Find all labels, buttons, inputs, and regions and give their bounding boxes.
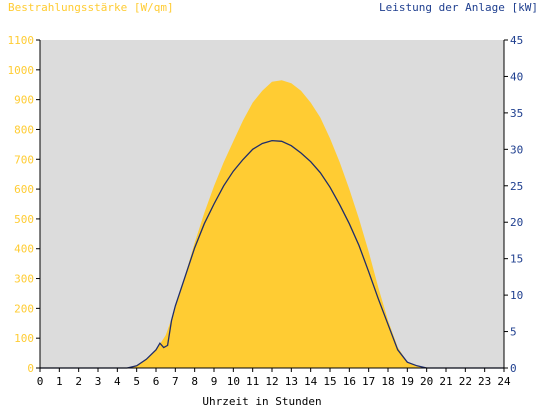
- x-tick-label: 10: [227, 375, 240, 388]
- left-tick-label: 500: [14, 213, 34, 226]
- right-tick-label: 15: [510, 253, 523, 266]
- left-tick-label: 1000: [8, 64, 35, 77]
- x-tick-label: 11: [246, 375, 259, 388]
- right-tick-label: 10: [510, 289, 523, 302]
- right-tick-label: 20: [510, 216, 523, 229]
- right-axis-label: Leistung der Anlage [kW]: [379, 1, 538, 14]
- left-tick-label: 800: [14, 123, 34, 136]
- x-tick-label: 21: [439, 375, 452, 388]
- left-tick-label: 900: [14, 94, 34, 107]
- left-tick-label: 200: [14, 302, 34, 315]
- left-tick-label: 0: [27, 362, 34, 375]
- x-tick-label: 2: [75, 375, 82, 388]
- x-tick-label: 14: [304, 375, 318, 388]
- x-tick-label: 5: [133, 375, 140, 388]
- x-tick-label: 12: [265, 375, 278, 388]
- right-tick-label: 0: [510, 362, 517, 375]
- left-axis-label: Bestrahlungsstärke [W/qm]: [8, 1, 174, 14]
- x-tick-label: 6: [153, 375, 160, 388]
- right-tick-label: 35: [510, 107, 523, 120]
- x-tick-label: 20: [420, 375, 433, 388]
- x-tick-label: 8: [191, 375, 198, 388]
- x-tick-label: 23: [478, 375, 491, 388]
- left-tick-label: 100: [14, 332, 34, 345]
- x-tick-label: 13: [285, 375, 298, 388]
- x-tick-label: 1: [56, 375, 63, 388]
- x-tick-label: 0: [37, 375, 44, 388]
- left-tick-label: 600: [14, 183, 34, 196]
- x-axis-label: Uhrzeit in Stunden: [202, 395, 321, 408]
- x-tick-label: 18: [381, 375, 394, 388]
- x-tick-label: 22: [459, 375, 472, 388]
- x-tick-label: 9: [211, 375, 218, 388]
- x-tick-label: 17: [362, 375, 375, 388]
- right-tick-label: 25: [510, 180, 523, 193]
- x-tick-label: 19: [401, 375, 414, 388]
- right-tick-label: 30: [510, 143, 523, 156]
- left-tick-label: 300: [14, 273, 34, 286]
- x-tick-label: 3: [95, 375, 102, 388]
- right-tick-label: 5: [510, 326, 517, 339]
- x-tick-label: 4: [114, 375, 121, 388]
- x-tick-label: 24: [497, 375, 511, 388]
- x-tick-label: 15: [323, 375, 336, 388]
- left-tick-label: 400: [14, 243, 34, 256]
- right-tick-label: 45: [510, 34, 523, 47]
- left-tick-label: 1100: [8, 34, 35, 47]
- irradiance-area: [40, 80, 504, 369]
- power-line: [40, 139, 504, 369]
- x-tick-label: 16: [343, 375, 356, 388]
- left-tick-label: 700: [14, 153, 34, 166]
- x-tick-label: 7: [172, 375, 179, 388]
- right-tick-label: 40: [510, 70, 523, 83]
